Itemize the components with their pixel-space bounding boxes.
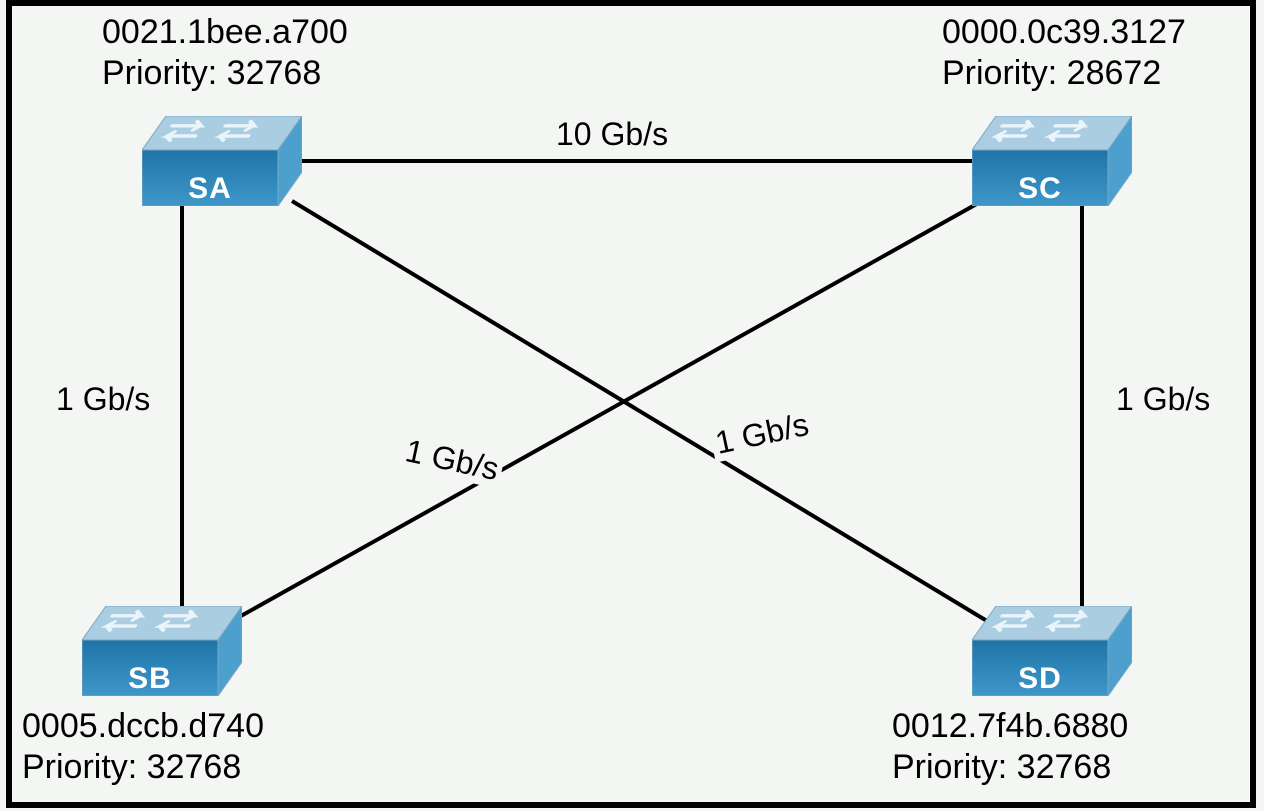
switch-priority-SB: Priority: 32768 — [22, 747, 264, 788]
link-label-SA-SC: 10 Gb/s — [552, 116, 672, 153]
link-label-SA-SB: 1 Gb/s — [52, 381, 154, 418]
link-label-SC-SB: 1 Gb/s — [398, 431, 506, 488]
switch-info-SA: 0021.1bee.a700Priority: 32768 — [102, 12, 348, 94]
switch-label-SB: SB — [82, 662, 218, 696]
switch-SB: SB — [82, 606, 242, 696]
link-label-SC-SD: 1 Gb/s — [1112, 381, 1214, 418]
switch-info-SB: 0005.dccb.d740Priority: 32768 — [22, 706, 264, 788]
switch-mac-SB: 0005.dccb.d740 — [22, 706, 264, 747]
link-label-SA-SD: 1 Gb/s — [708, 405, 816, 462]
link-SC-SB — [232, 201, 982, 621]
switch-SD: SD — [972, 606, 1132, 696]
diagram-frame: 10 Gb/s 1 Gb/s 1 Gb/s 1 Gb/s 1 Gb/s SA 0021.1b… — [6, 0, 1256, 808]
switch-priority-SA: Priority: 32768 — [102, 53, 348, 94]
switch-mac-SD: 0012.7f4b.6880 — [892, 706, 1128, 747]
switch-SC: SC — [972, 116, 1132, 206]
switch-priority-SC: Priority: 28672 — [942, 53, 1186, 94]
switch-info-SC: 0000.0c39.3127Priority: 28672 — [942, 12, 1186, 94]
switch-priority-SD: Priority: 32768 — [892, 747, 1128, 788]
switch-label-SA: SA — [142, 172, 278, 206]
switch-info-SD: 0012.7f4b.6880Priority: 32768 — [892, 706, 1128, 788]
switch-mac-SA: 0021.1bee.a700 — [102, 12, 348, 53]
switch-label-SC: SC — [972, 172, 1108, 206]
switch-SA: SA — [142, 116, 302, 206]
switch-mac-SC: 0000.0c39.3127 — [942, 12, 1186, 53]
link-SA-SD — [292, 201, 987, 621]
switch-label-SD: SD — [972, 662, 1108, 696]
